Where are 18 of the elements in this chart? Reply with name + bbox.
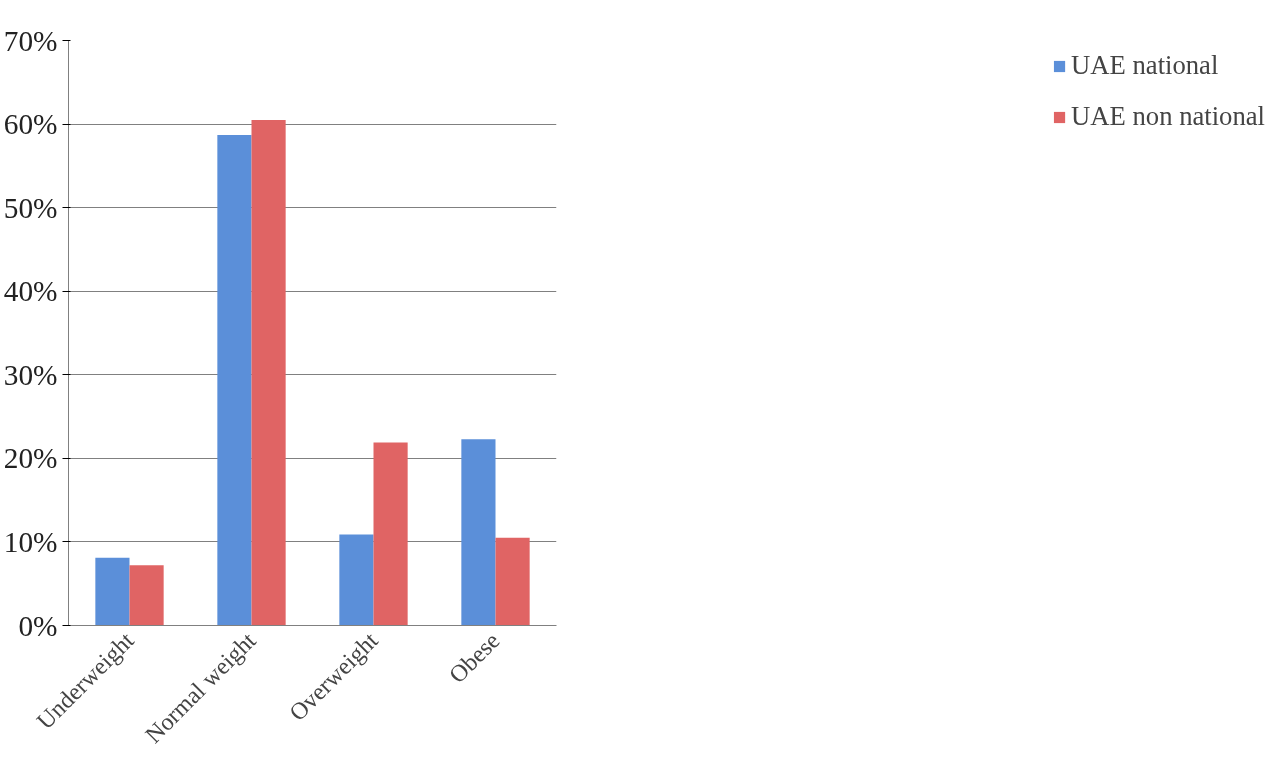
bar <box>251 119 286 626</box>
y-tick-label: 10% <box>3 525 58 558</box>
bar <box>495 537 530 626</box>
y-tick-label: 70% <box>3 24 58 57</box>
y-tick-label: 20% <box>3 442 58 475</box>
bar <box>217 134 252 626</box>
legend-label: UAE non national <box>1071 101 1265 132</box>
y-tick-label: 50% <box>3 191 58 224</box>
bar <box>339 534 374 626</box>
bar <box>373 442 408 626</box>
y-tick-label: 0% <box>18 609 58 642</box>
bar <box>129 565 164 626</box>
bar <box>95 557 130 626</box>
legend-label: UAE national <box>1071 50 1219 81</box>
y-tick-label: 30% <box>3 358 58 391</box>
y-tick-label: 40% <box>3 275 58 308</box>
y-tick-label: 60% <box>3 108 58 141</box>
bar <box>461 439 496 626</box>
